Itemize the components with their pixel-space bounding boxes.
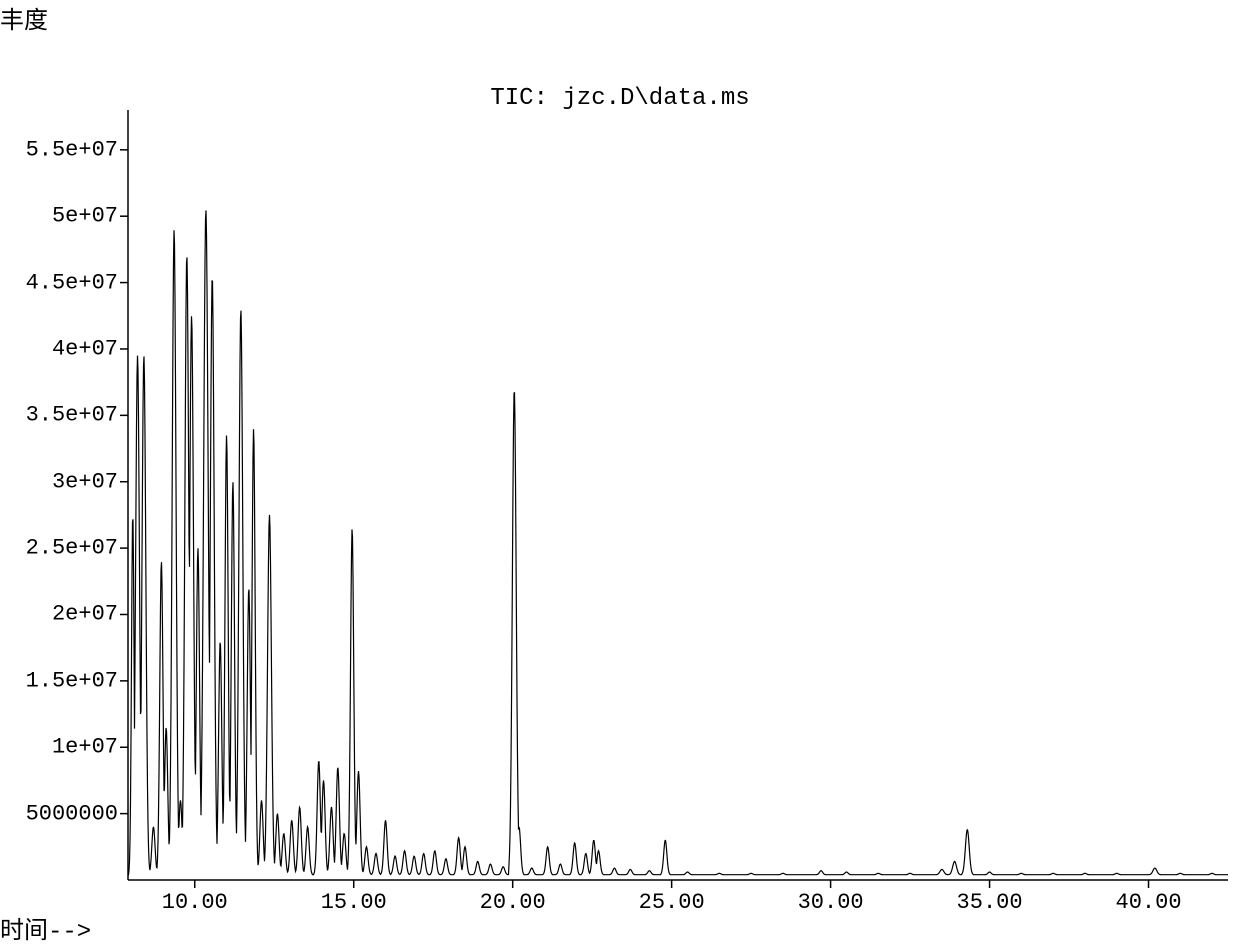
x-tick-label: 20.00 — [480, 890, 546, 915]
chart-container: 丰度 时间--> TIC: jzc.D\data.ms 5000000 1e+0… — [0, 0, 1240, 948]
x-tick-label: 15.00 — [321, 890, 387, 915]
chromatogram-plot — [0, 0, 1240, 948]
y-tick-label: 1.5e+07 — [26, 668, 118, 693]
y-tick-label: 5.5e+07 — [26, 137, 118, 162]
x-tick-label: 40.00 — [1116, 890, 1182, 915]
y-tick-label: 1e+07 — [26, 735, 118, 760]
y-tick-label: 5e+07 — [26, 204, 118, 229]
y-tick-label: 3.5e+07 — [26, 403, 118, 428]
x-tick-label: 25.00 — [639, 890, 705, 915]
y-tick-label: 2e+07 — [26, 602, 118, 627]
y-tick-label: 4e+07 — [26, 336, 118, 361]
y-tick-label: 4.5e+07 — [26, 270, 118, 295]
x-tick-label: 10.00 — [162, 890, 228, 915]
x-tick-label: 30.00 — [798, 890, 864, 915]
y-tick-label: 3e+07 — [26, 469, 118, 494]
y-tick-label: 2.5e+07 — [26, 536, 118, 561]
x-tick-label: 35.00 — [957, 890, 1023, 915]
y-tick-label: 5000000 — [26, 801, 118, 826]
